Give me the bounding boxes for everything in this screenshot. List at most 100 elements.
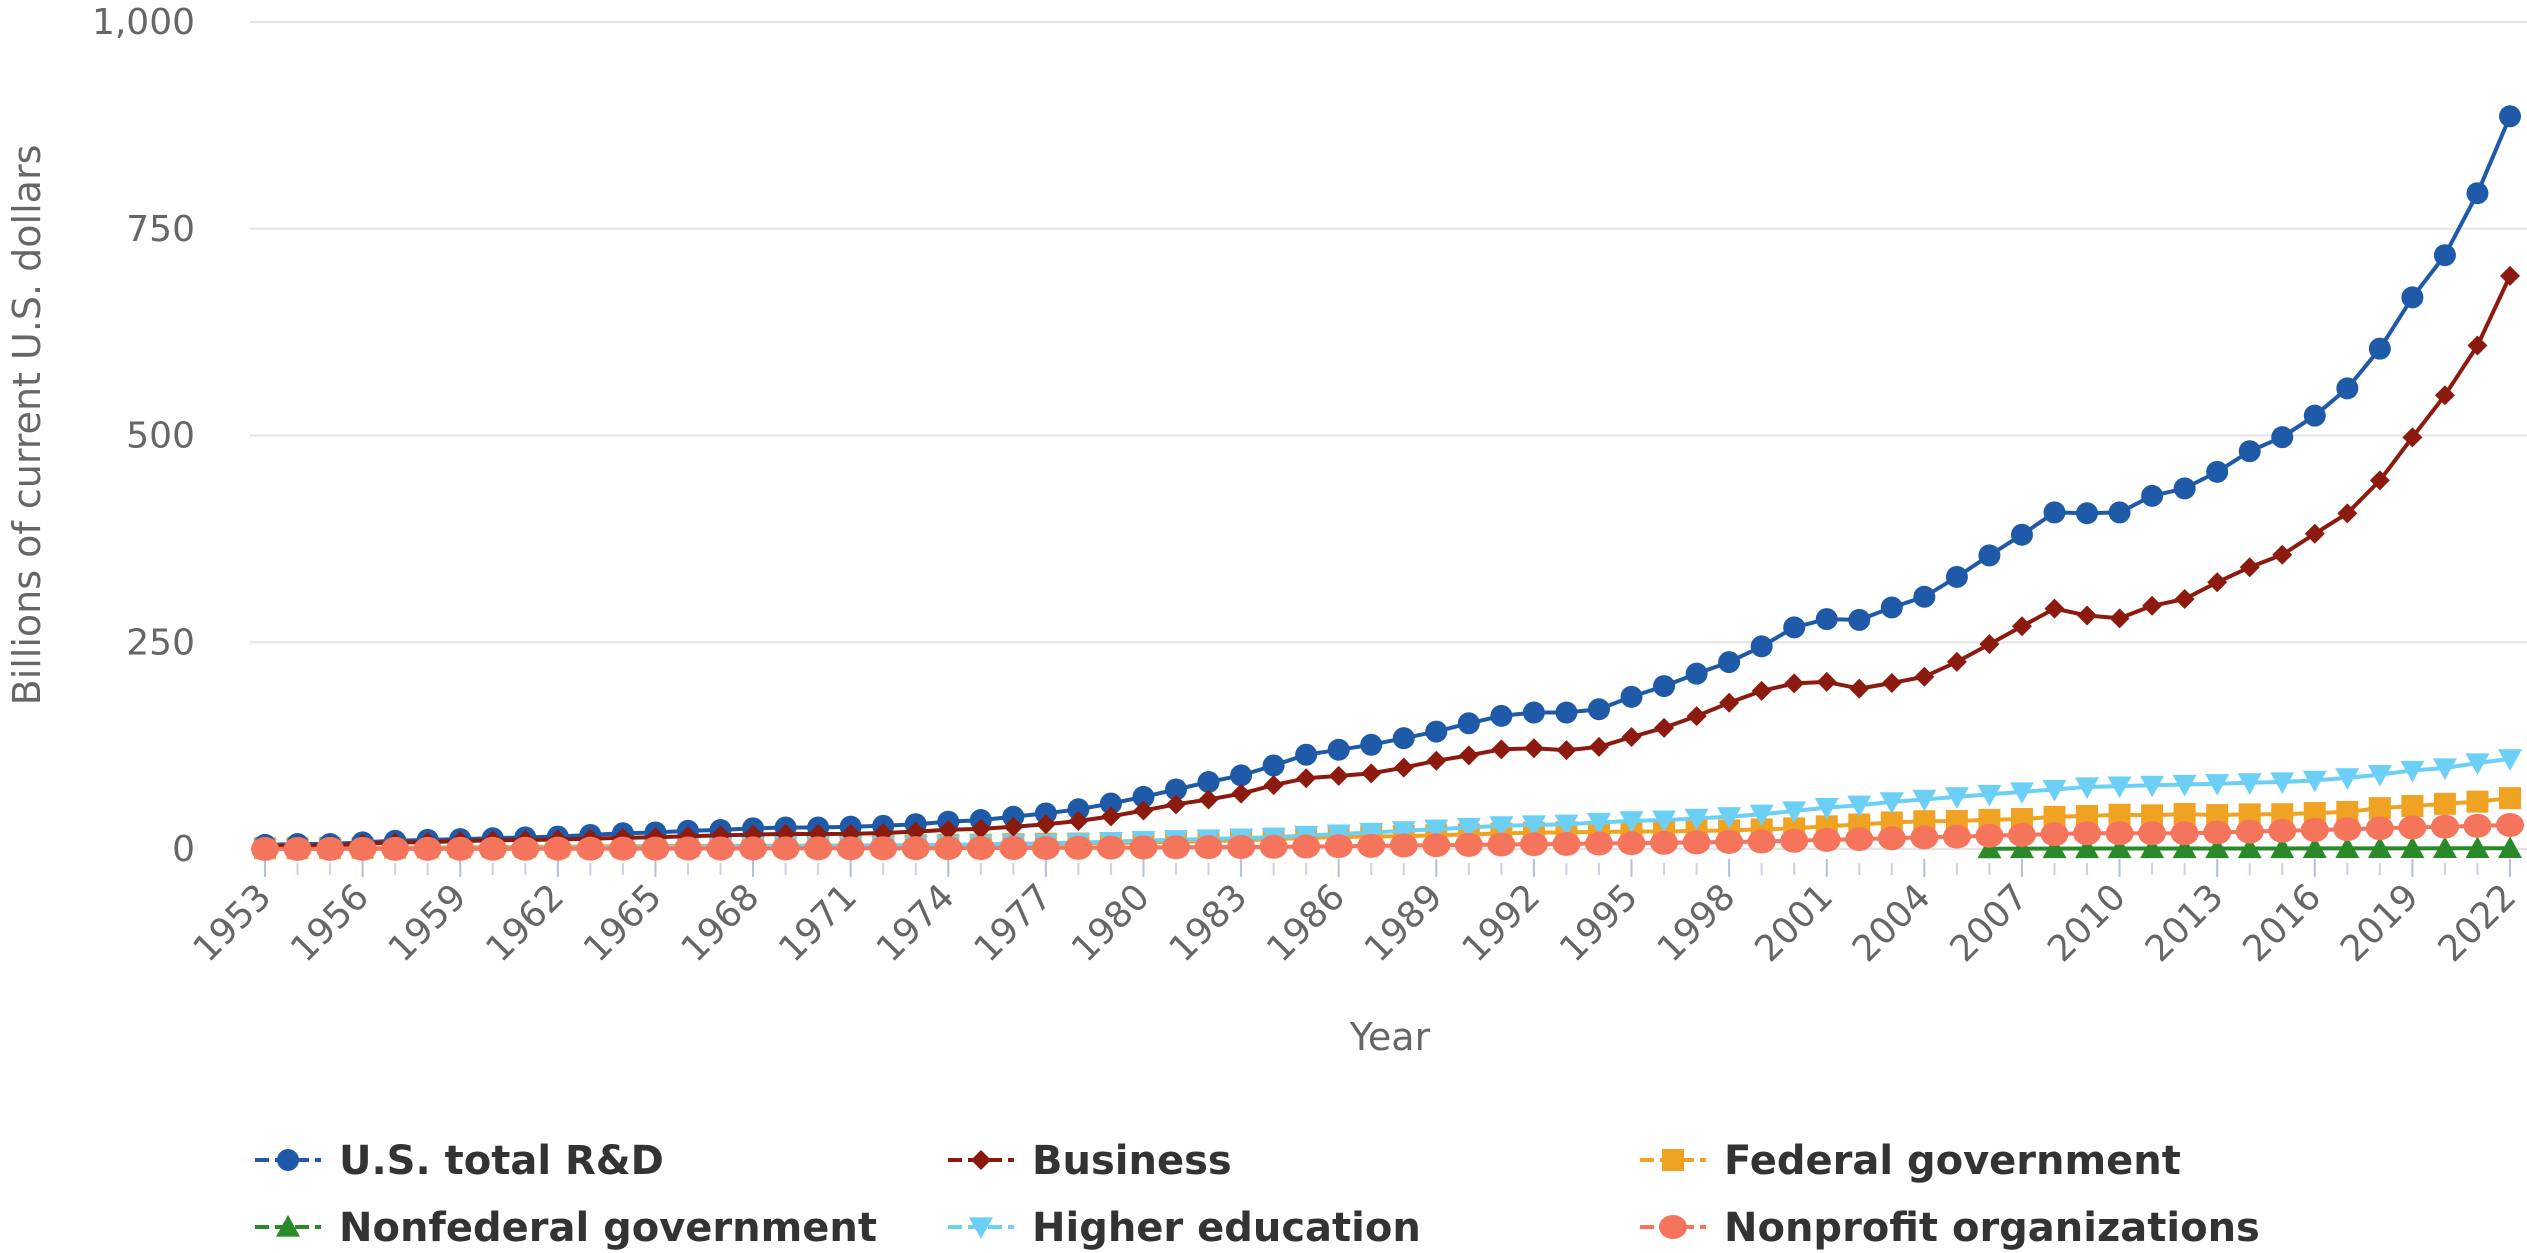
data-point-business[interactable] (1914, 666, 1935, 687)
data-point-business[interactable] (1231, 783, 1252, 804)
data-point-higher-education[interactable] (1456, 817, 1481, 840)
data-point-u-s-total-r-d[interactable] (1099, 792, 1122, 815)
data-point-higher-education[interactable] (2302, 770, 2327, 793)
data-point-nonprofit-organizations[interactable] (608, 836, 637, 861)
data-point-nonprofit-organizations[interactable] (2398, 815, 2427, 840)
data-point-business[interactable] (1881, 673, 1902, 694)
data-point-business[interactable] (2369, 470, 2390, 491)
data-point-federal-government[interactable] (2238, 803, 2261, 826)
data-point-higher-education[interactable] (2432, 758, 2457, 780)
data-point-nonprofit-organizations[interactable] (1096, 835, 1125, 860)
data-point-u-s-total-r-d[interactable] (1197, 771, 1220, 794)
data-point-nonprofit-organizations[interactable] (1942, 824, 1971, 849)
data-point-business[interactable] (2402, 427, 2423, 448)
data-point-nonprofit-organizations[interactable] (381, 836, 410, 861)
data-point-nonfederal-government[interactable] (2075, 836, 2100, 859)
data-point-nonprofit-organizations[interactable] (1357, 833, 1386, 858)
data-point-u-s-total-r-d[interactable] (2499, 105, 2521, 128)
data-point-nonprofit-organizations[interactable] (543, 836, 572, 861)
data-point-nonprofit-organizations[interactable] (2138, 821, 2167, 846)
data-point-u-s-total-r-d[interactable] (1620, 685, 1643, 708)
data-point-higher-education[interactable] (1684, 808, 1709, 831)
data-point-nonprofit-organizations[interactable] (413, 836, 442, 861)
data-point-higher-education[interactable] (1619, 811, 1644, 833)
data-point-business[interactable] (1751, 680, 1772, 701)
data-point-business[interactable] (1003, 816, 1024, 837)
data-point-nonprofit-organizations[interactable] (2235, 819, 2264, 844)
data-point-nonprofit-organizations[interactable] (2268, 818, 2297, 843)
data-point-nonprofit-organizations[interactable] (446, 836, 475, 861)
data-point-nonfederal-government[interactable] (2009, 836, 2034, 859)
data-point-nonprofit-organizations[interactable] (2300, 817, 2329, 842)
data-point-nonfederal-government[interactable] (2367, 836, 2392, 859)
data-point-u-s-total-r-d[interactable] (1978, 544, 2001, 567)
data-point-nonprofit-organizations[interactable] (1975, 823, 2004, 848)
data-point-u-s-total-r-d[interactable] (1880, 596, 1903, 619)
data-point-federal-government[interactable] (2303, 802, 2326, 825)
data-point-business[interactable] (2077, 605, 2098, 626)
data-point-business[interactable] (2109, 608, 2130, 629)
data-point-business[interactable] (1296, 768, 1317, 789)
data-point-u-s-total-r-d[interactable] (1848, 608, 1871, 631)
data-point-nonprofit-organizations[interactable] (1650, 830, 1679, 855)
data-point-nonprofit-organizations[interactable] (1877, 826, 1906, 851)
data-point-nonfederal-government[interactable] (2400, 836, 2425, 859)
data-point-u-s-total-r-d[interactable] (1653, 675, 1676, 698)
data-point-nonfederal-government[interactable] (2302, 836, 2327, 859)
data-point-business[interactable] (1816, 671, 1837, 692)
data-point-nonprofit-organizations[interactable] (2333, 817, 2362, 842)
data-point-nonprofit-organizations[interactable] (2463, 813, 2492, 838)
data-point-nonprofit-organizations[interactable] (999, 836, 1028, 861)
data-point-higher-education[interactable] (2140, 775, 2165, 798)
data-point-u-s-total-r-d[interactable] (1718, 651, 1741, 674)
data-point-u-s-total-r-d[interactable] (1262, 754, 1285, 777)
data-point-nonprofit-organizations[interactable] (1194, 835, 1223, 860)
data-point-u-s-total-r-d[interactable] (2433, 244, 2456, 267)
data-point-nonprofit-organizations[interactable] (804, 836, 833, 861)
data-point-federal-government[interactable] (2499, 787, 2521, 810)
data-point-nonprofit-organizations[interactable] (478, 836, 507, 861)
data-point-business[interactable] (1426, 750, 1447, 771)
data-point-higher-education[interactable] (2465, 753, 2490, 775)
data-point-nonprofit-organizations[interactable] (2105, 821, 2134, 846)
data-point-federal-government[interactable] (2043, 805, 2066, 828)
data-point-nonprofit-organizations[interactable] (901, 836, 930, 861)
data-point-federal-government[interactable] (2336, 800, 2359, 823)
legend[interactable]: U.S. total R&D Business Federal government… (255, 1138, 2260, 1251)
data-point-higher-education[interactable] (2400, 760, 2425, 783)
data-point-higher-education[interactable] (2498, 749, 2522, 771)
data-point-nonprofit-organizations[interactable] (739, 836, 768, 861)
data-point-u-s-total-r-d[interactable] (2076, 502, 2099, 525)
data-point-nonprofit-organizations[interactable] (1715, 829, 1744, 854)
data-point-business[interactable] (905, 821, 926, 842)
data-point-business[interactable] (1100, 806, 1121, 827)
data-point-u-s-total-r-d[interactable] (2368, 337, 2391, 360)
data-point-business[interactable] (1784, 673, 1805, 694)
data-point-federal-government[interactable] (2401, 794, 2424, 817)
data-point-business[interactable] (1849, 678, 1870, 699)
data-point-u-s-total-r-d[interactable] (1555, 701, 1578, 724)
data-point-business[interactable] (2500, 265, 2520, 286)
data-point-nonprofit-organizations[interactable] (316, 836, 345, 861)
data-point-higher-education[interactable] (2367, 764, 2392, 787)
data-point-business[interactable] (938, 819, 959, 840)
legend-item-business[interactable]: Business (948, 1138, 1232, 1184)
data-point-nonprofit-organizations[interactable] (1162, 835, 1191, 860)
data-point-nonprofit-organizations[interactable] (641, 836, 670, 861)
data-point-u-s-total-r-d[interactable] (1067, 798, 1090, 821)
data-point-nonfederal-government[interactable] (2140, 836, 2165, 859)
data-point-nonprofit-organizations[interactable] (1031, 835, 1060, 860)
data-point-federal-government[interactable] (2173, 803, 2196, 826)
data-point-nonprofit-organizations[interactable] (251, 836, 279, 861)
data-point-higher-education[interactable] (1782, 801, 1807, 823)
data-point-business[interactable] (1491, 739, 1512, 760)
data-point-higher-education[interactable] (1424, 819, 1449, 842)
data-point-business[interactable] (1133, 800, 1154, 821)
data-point-business[interactable] (1166, 794, 1187, 815)
data-point-u-s-total-r-d[interactable] (2141, 484, 2164, 507)
data-point-business[interactable] (1523, 738, 1544, 759)
data-point-business[interactable] (1263, 775, 1284, 796)
data-point-nonprofit-organizations[interactable] (1487, 832, 1516, 857)
data-point-higher-education[interactable] (1814, 798, 1839, 820)
data-point-higher-education[interactable] (2075, 777, 2100, 799)
